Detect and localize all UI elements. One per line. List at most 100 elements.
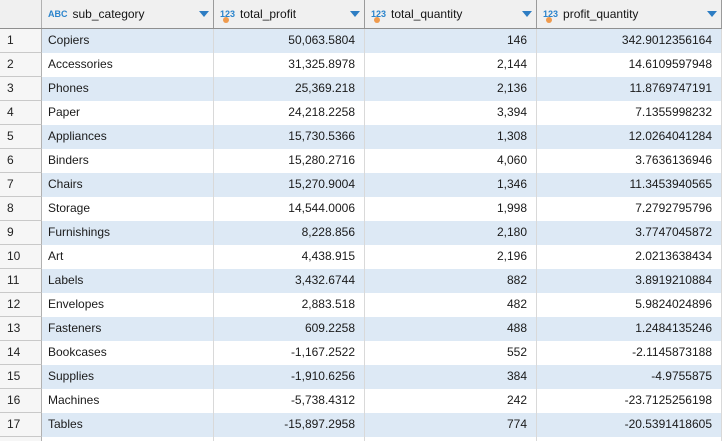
string-type-icon: ABC <box>48 8 68 19</box>
cell-total-quantity[interactable]: 2,196 <box>365 245 537 269</box>
cell-sub-category[interactable]: Paper <box>42 101 214 125</box>
cell-total-profit[interactable]: -15,897.2958 <box>214 413 365 437</box>
cell-total-profit[interactable]: 15,270.9004 <box>214 173 365 197</box>
column-header-sub-category[interactable]: ABC sub_category <box>42 0 214 28</box>
cell-profit-quantity[interactable]: 11.8769747191 <box>537 77 722 101</box>
cell-total-quantity[interactable]: 1,998 <box>365 197 537 221</box>
cell-sub-category[interactable]: Copiers <box>42 29 214 53</box>
cell-sub-category[interactable]: Accessories <box>42 53 214 77</box>
column-label: sub_category <box>72 7 145 21</box>
empty-cell <box>214 437 365 441</box>
cell-sub-category[interactable]: Binders <box>42 149 214 173</box>
cell-total-quantity[interactable]: 2,144 <box>365 53 537 77</box>
table-row: 7 Chairs 15,270.9004 1,346 11.3453940565 <box>0 173 722 197</box>
cell-profit-quantity[interactable]: 14.6109597948 <box>537 53 722 77</box>
cell-total-profit[interactable]: 15,730.5366 <box>214 125 365 149</box>
cell-total-profit[interactable]: 15,280.2716 <box>214 149 365 173</box>
row-number[interactable]: 15 <box>0 365 42 389</box>
row-number[interactable]: 1 <box>0 29 42 53</box>
cell-total-quantity[interactable]: 384 <box>365 365 537 389</box>
filter-dropdown-icon[interactable] <box>522 11 532 17</box>
cell-profit-quantity[interactable]: -4.9755875 <box>537 365 722 389</box>
row-number[interactable]: 13 <box>0 317 42 341</box>
cell-profit-quantity[interactable]: -23.7125256198 <box>537 389 722 413</box>
row-number[interactable]: 10 <box>0 245 42 269</box>
cell-total-profit[interactable]: 31,325.8978 <box>214 53 365 77</box>
cell-total-quantity[interactable]: 882 <box>365 269 537 293</box>
cell-total-quantity[interactable]: 488 <box>365 317 537 341</box>
cell-profit-quantity[interactable]: 11.3453940565 <box>537 173 722 197</box>
cell-total-profit[interactable]: 24,218.2258 <box>214 101 365 125</box>
cell-profit-quantity[interactable]: -2.1145873188 <box>537 341 722 365</box>
row-number[interactable]: 6 <box>0 149 42 173</box>
cell-sub-category[interactable]: Appliances <box>42 125 214 149</box>
column-header-total-quantity[interactable]: 123 total_quantity <box>365 0 537 28</box>
cell-total-profit[interactable]: 14,544.0006 <box>214 197 365 221</box>
cell-sub-category[interactable]: Art <box>42 245 214 269</box>
cell-total-quantity[interactable]: 482 <box>365 293 537 317</box>
cell-sub-category[interactable]: Labels <box>42 269 214 293</box>
cell-total-profit[interactable]: -1,167.2522 <box>214 341 365 365</box>
cell-total-quantity[interactable]: 1,346 <box>365 173 537 197</box>
column-header-total-profit[interactable]: 123 total_profit <box>214 0 365 28</box>
corner-cell[interactable] <box>0 0 42 28</box>
cell-sub-category[interactable]: Chairs <box>42 173 214 197</box>
row-number[interactable]: 8 <box>0 197 42 221</box>
filter-dropdown-icon[interactable] <box>199 11 209 17</box>
filter-dropdown-icon[interactable] <box>707 11 717 17</box>
cell-profit-quantity[interactable]: 3.7636136946 <box>537 149 722 173</box>
cell-profit-quantity[interactable]: 7.2792795796 <box>537 197 722 221</box>
cell-total-quantity[interactable]: 2,136 <box>365 77 537 101</box>
cell-total-quantity[interactable]: 552 <box>365 341 537 365</box>
filter-dropdown-icon[interactable] <box>350 11 360 17</box>
cell-total-quantity[interactable]: 774 <box>365 413 537 437</box>
cell-sub-category[interactable]: Storage <box>42 197 214 221</box>
cell-profit-quantity[interactable]: 3.7747045872 <box>537 221 722 245</box>
row-number[interactable]: 11 <box>0 269 42 293</box>
cell-sub-category[interactable]: Tables <box>42 413 214 437</box>
order-indicator-dot <box>223 16 229 23</box>
cell-total-quantity[interactable]: 4,060 <box>365 149 537 173</box>
cell-sub-category[interactable]: Phones <box>42 77 214 101</box>
row-number[interactable]: 16 <box>0 389 42 413</box>
cell-total-profit[interactable]: -1,910.6256 <box>214 365 365 389</box>
row-number[interactable]: 4 <box>0 101 42 125</box>
cell-total-profit[interactable]: 50,063.5804 <box>214 29 365 53</box>
cell-total-profit[interactable]: 3,432.6744 <box>214 269 365 293</box>
cell-total-profit[interactable]: 25,369.218 <box>214 77 365 101</box>
cell-profit-quantity[interactable]: 12.0264041284 <box>537 125 722 149</box>
cell-total-quantity[interactable]: 146 <box>365 29 537 53</box>
cell-profit-quantity[interactable]: 342.9012356164 <box>537 29 722 53</box>
empty-cell <box>42 437 214 441</box>
row-number[interactable]: 9 <box>0 221 42 245</box>
cell-sub-category[interactable]: Supplies <box>42 365 214 389</box>
cell-total-quantity[interactable]: 242 <box>365 389 537 413</box>
cell-profit-quantity[interactable]: 7.1355998232 <box>537 101 722 125</box>
cell-sub-category[interactable]: Bookcases <box>42 341 214 365</box>
cell-sub-category[interactable]: Envelopes <box>42 293 214 317</box>
cell-total-quantity[interactable]: 1,308 <box>365 125 537 149</box>
row-number[interactable]: 12 <box>0 293 42 317</box>
cell-total-profit[interactable]: 4,438.915 <box>214 245 365 269</box>
cell-profit-quantity[interactable]: 1.2484135246 <box>537 317 722 341</box>
cell-sub-category[interactable]: Fasteners <box>42 317 214 341</box>
row-number[interactable]: 14 <box>0 341 42 365</box>
cell-total-profit[interactable]: 2,883.518 <box>214 293 365 317</box>
column-header-profit-quantity[interactable]: 123 profit_quantity <box>537 0 722 28</box>
row-number[interactable]: 5 <box>0 125 42 149</box>
row-number[interactable]: 2 <box>0 53 42 77</box>
cell-total-quantity[interactable]: 2,180 <box>365 221 537 245</box>
cell-total-profit[interactable]: -5,738.4312 <box>214 389 365 413</box>
cell-sub-category[interactable]: Machines <box>42 389 214 413</box>
cell-profit-quantity[interactable]: 3.8919210884 <box>537 269 722 293</box>
cell-profit-quantity[interactable]: 2.0213638434 <box>537 245 722 269</box>
cell-total-profit[interactable]: 8,228.856 <box>214 221 365 245</box>
row-number[interactable]: 17 <box>0 413 42 437</box>
cell-sub-category[interactable]: Furnishings <box>42 221 214 245</box>
cell-total-profit[interactable]: 609.2258 <box>214 317 365 341</box>
row-number[interactable]: 3 <box>0 77 42 101</box>
cell-total-quantity[interactable]: 3,394 <box>365 101 537 125</box>
row-number[interactable]: 7 <box>0 173 42 197</box>
cell-profit-quantity[interactable]: 5.9824024896 <box>537 293 722 317</box>
cell-profit-quantity[interactable]: -20.5391418605 <box>537 413 722 437</box>
